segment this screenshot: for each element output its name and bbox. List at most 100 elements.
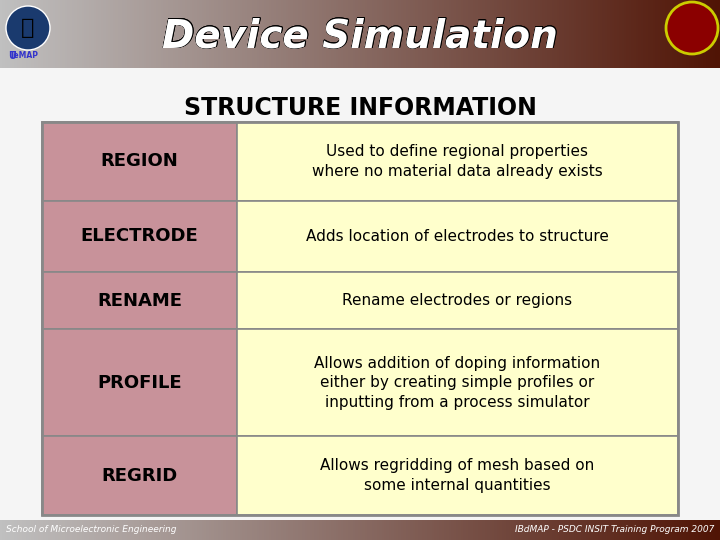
- Bar: [81, 0, 84, 68]
- Bar: [353, 520, 356, 540]
- Bar: [708, 520, 711, 540]
- Bar: [600, 0, 603, 68]
- Bar: [574, 520, 577, 540]
- Bar: [106, 520, 109, 540]
- Bar: [63, 0, 66, 68]
- Bar: [367, 0, 370, 68]
- Bar: [214, 0, 217, 68]
- Bar: [549, 0, 552, 68]
- Bar: [45, 0, 48, 68]
- Bar: [634, 0, 636, 68]
- Bar: [63, 520, 66, 540]
- Bar: [466, 0, 469, 68]
- Bar: [639, 0, 642, 68]
- Bar: [84, 520, 87, 540]
- Bar: [175, 520, 178, 540]
- Bar: [310, 0, 312, 68]
- Bar: [70, 520, 73, 540]
- Bar: [130, 520, 132, 540]
- Bar: [333, 520, 336, 540]
- Bar: [624, 520, 627, 540]
- Bar: [113, 520, 116, 540]
- Bar: [34, 520, 37, 540]
- Bar: [7, 520, 10, 540]
- Bar: [466, 520, 469, 540]
- Bar: [250, 0, 253, 68]
- Bar: [163, 0, 166, 68]
- Bar: [233, 520, 235, 540]
- Bar: [29, 520, 32, 540]
- Bar: [286, 0, 289, 68]
- Bar: [682, 520, 685, 540]
- Bar: [70, 0, 73, 68]
- Bar: [506, 0, 509, 68]
- Bar: [305, 520, 307, 540]
- Bar: [117, 0, 120, 68]
- Bar: [9, 520, 12, 540]
- Bar: [243, 520, 246, 540]
- Bar: [19, 0, 22, 68]
- Bar: [531, 520, 534, 540]
- Bar: [120, 520, 123, 540]
- Bar: [67, 0, 70, 68]
- Bar: [19, 520, 22, 540]
- Bar: [326, 0, 329, 68]
- Bar: [243, 0, 246, 68]
- Bar: [230, 0, 233, 68]
- Bar: [482, 520, 485, 540]
- Bar: [485, 520, 487, 540]
- Bar: [372, 520, 375, 540]
- Bar: [211, 520, 214, 540]
- Bar: [230, 520, 233, 540]
- Bar: [667, 0, 670, 68]
- Bar: [237, 272, 678, 329]
- Bar: [269, 520, 271, 540]
- Bar: [396, 520, 399, 540]
- Bar: [192, 520, 195, 540]
- Bar: [497, 520, 500, 540]
- Bar: [31, 520, 34, 540]
- Bar: [151, 520, 154, 540]
- Bar: [319, 0, 322, 68]
- Bar: [576, 0, 579, 68]
- Bar: [639, 520, 642, 540]
- Bar: [24, 0, 27, 68]
- Bar: [684, 0, 687, 68]
- Bar: [511, 520, 514, 540]
- Bar: [492, 520, 495, 540]
- Bar: [670, 0, 672, 68]
- Bar: [643, 520, 646, 540]
- Bar: [197, 0, 199, 68]
- Bar: [329, 520, 332, 540]
- Bar: [398, 0, 401, 68]
- Bar: [456, 520, 459, 540]
- Bar: [302, 0, 305, 68]
- Bar: [605, 520, 608, 540]
- Bar: [706, 0, 708, 68]
- Bar: [259, 0, 262, 68]
- Bar: [391, 0, 394, 68]
- Bar: [166, 0, 168, 68]
- Bar: [192, 0, 195, 68]
- Bar: [42, 122, 237, 200]
- Bar: [513, 0, 516, 68]
- Bar: [139, 0, 142, 68]
- Bar: [153, 0, 156, 68]
- Bar: [439, 520, 442, 540]
- Bar: [403, 520, 406, 540]
- Bar: [559, 520, 562, 540]
- Bar: [495, 520, 498, 540]
- Bar: [336, 520, 339, 540]
- Bar: [144, 0, 147, 68]
- Bar: [588, 0, 591, 68]
- Bar: [235, 520, 238, 540]
- Bar: [295, 0, 298, 68]
- Bar: [598, 0, 600, 68]
- Bar: [451, 0, 454, 68]
- Bar: [418, 0, 420, 68]
- Text: Device Simulation: Device Simulation: [163, 18, 558, 56]
- Bar: [240, 0, 243, 68]
- Bar: [22, 0, 24, 68]
- Text: TeMAP: TeMAP: [10, 51, 39, 60]
- Bar: [499, 0, 502, 68]
